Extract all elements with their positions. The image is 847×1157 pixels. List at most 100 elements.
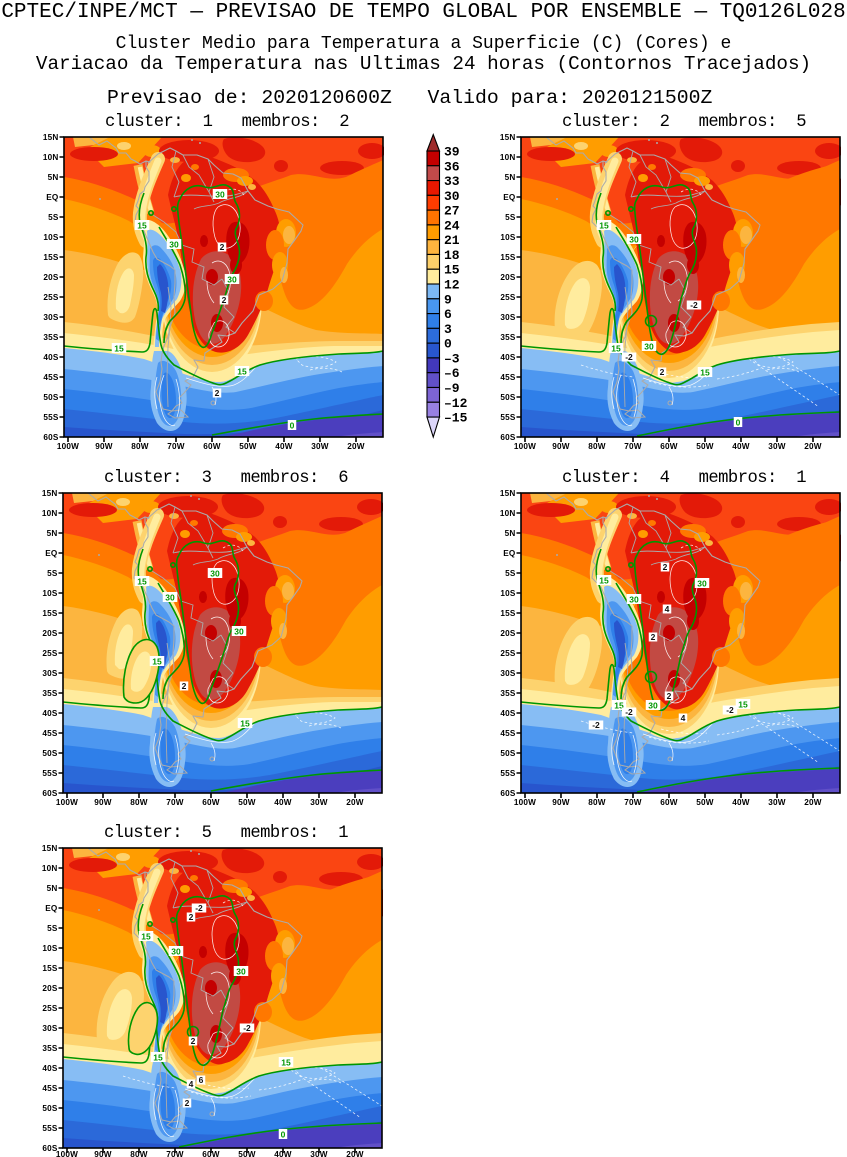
svg-text:15N: 15N (43, 133, 59, 142)
svg-text:90W: 90W (94, 798, 112, 807)
svg-text:5N: 5N (47, 884, 58, 893)
svg-text:9: 9 (444, 292, 452, 307)
svg-text:–9: –9 (444, 381, 460, 396)
svg-text:80W: 80W (130, 1150, 148, 1157)
svg-text:70W: 70W (624, 798, 642, 807)
svg-text:24: 24 (444, 218, 460, 233)
svg-text:15: 15 (599, 575, 609, 585)
svg-text:15: 15 (152, 656, 162, 666)
svg-text:30W: 30W (768, 798, 786, 807)
svg-text:55S: 55S (500, 769, 516, 778)
svg-text:80W: 80W (131, 442, 149, 451)
svg-text:60W: 60W (202, 1150, 220, 1157)
svg-text:20S: 20S (500, 273, 516, 282)
svg-text:90W: 90W (552, 798, 570, 807)
svg-text:30: 30 (697, 578, 707, 588)
svg-text:30: 30 (644, 341, 654, 351)
svg-text:20S: 20S (42, 629, 58, 638)
svg-text:–3: –3 (444, 351, 460, 366)
svg-text:50S: 50S (500, 393, 516, 402)
svg-text:70W: 70W (167, 442, 185, 451)
svg-text:35S: 35S (500, 333, 516, 342)
svg-text:6: 6 (444, 307, 452, 322)
svg-text:10N: 10N (500, 509, 516, 518)
svg-text:25S: 25S (500, 293, 516, 302)
svg-text:50W: 50W (239, 442, 257, 451)
svg-text:60S: 60S (500, 789, 516, 798)
svg-text:45S: 45S (43, 373, 59, 382)
svg-text:35S: 35S (43, 333, 59, 342)
svg-text:40W: 40W (275, 442, 293, 451)
svg-text:-2: -2 (592, 720, 600, 730)
svg-text:35S: 35S (500, 689, 516, 698)
svg-text:5N: 5N (505, 173, 516, 182)
svg-text:25S: 25S (500, 649, 516, 658)
svg-text:10S: 10S (500, 589, 516, 598)
svg-text:100W: 100W (56, 798, 78, 807)
svg-text:15: 15 (153, 1052, 163, 1062)
svg-text:EQ: EQ (503, 549, 516, 558)
svg-text:80W: 80W (588, 798, 606, 807)
svg-text:0: 0 (281, 1129, 286, 1139)
svg-text:2: 2 (185, 1098, 190, 1108)
svg-text:EQ: EQ (46, 193, 59, 202)
svg-text:15S: 15S (500, 609, 516, 618)
svg-text:4: 4 (665, 604, 670, 614)
svg-text:30: 30 (210, 568, 220, 578)
svg-text:15: 15 (738, 699, 748, 709)
svg-text:15N: 15N (42, 489, 58, 498)
svg-text:39: 39 (444, 145, 460, 160)
svg-text:5S: 5S (505, 569, 516, 578)
svg-text:30: 30 (215, 189, 225, 199)
svg-text:50S: 50S (500, 749, 516, 758)
svg-text:35S: 35S (42, 1044, 58, 1053)
svg-text:60W: 60W (202, 798, 220, 807)
svg-text:-2: -2 (625, 352, 633, 362)
svg-text:60W: 60W (660, 798, 678, 807)
svg-text:40W: 40W (274, 798, 292, 807)
svg-text:40S: 40S (42, 1064, 58, 1073)
svg-text:-2: -2 (690, 300, 698, 310)
svg-text:30: 30 (165, 592, 175, 602)
svg-text:0: 0 (444, 337, 452, 352)
svg-text:25S: 25S (42, 649, 58, 658)
svg-text:50S: 50S (42, 749, 58, 758)
svg-text:-2: -2 (625, 707, 633, 717)
svg-text:5S: 5S (47, 924, 58, 933)
svg-text:-2: -2 (195, 903, 203, 913)
svg-text:18: 18 (444, 248, 460, 263)
svg-text:33: 33 (444, 174, 460, 189)
svg-text:10N: 10N (43, 153, 59, 162)
svg-text:40W: 40W (732, 442, 750, 451)
svg-text:30W: 30W (310, 1150, 328, 1157)
svg-text:55S: 55S (42, 1124, 58, 1133)
svg-text:30W: 30W (310, 798, 328, 807)
svg-text:50W: 50W (238, 1150, 256, 1157)
svg-text:2: 2 (667, 691, 672, 701)
svg-text:15S: 15S (500, 253, 516, 262)
svg-text:30W: 30W (311, 442, 329, 451)
svg-text:30: 30 (648, 700, 658, 710)
svg-text:60W: 60W (203, 442, 221, 451)
svg-text:55S: 55S (43, 413, 59, 422)
svg-text:2: 2 (660, 367, 665, 377)
svg-text:60S: 60S (42, 1144, 58, 1153)
svg-text:10S: 10S (500, 233, 516, 242)
svg-text:15S: 15S (42, 964, 58, 973)
svg-text:2: 2 (663, 562, 668, 572)
svg-text:2: 2 (222, 295, 227, 305)
svg-text:30S: 30S (500, 669, 516, 678)
svg-text:60S: 60S (500, 433, 516, 442)
svg-text:5S: 5S (47, 569, 58, 578)
svg-text:15: 15 (141, 931, 151, 941)
svg-text:15: 15 (444, 263, 460, 278)
svg-text:40S: 40S (500, 353, 516, 362)
svg-text:30S: 30S (43, 313, 59, 322)
svg-text:15: 15 (611, 343, 621, 353)
svg-text:30: 30 (169, 239, 179, 249)
svg-text:2: 2 (220, 242, 225, 252)
svg-text:15S: 15S (43, 253, 59, 262)
svg-text:5N: 5N (505, 529, 516, 538)
svg-text:15: 15 (137, 576, 147, 586)
svg-text:30: 30 (227, 274, 237, 284)
